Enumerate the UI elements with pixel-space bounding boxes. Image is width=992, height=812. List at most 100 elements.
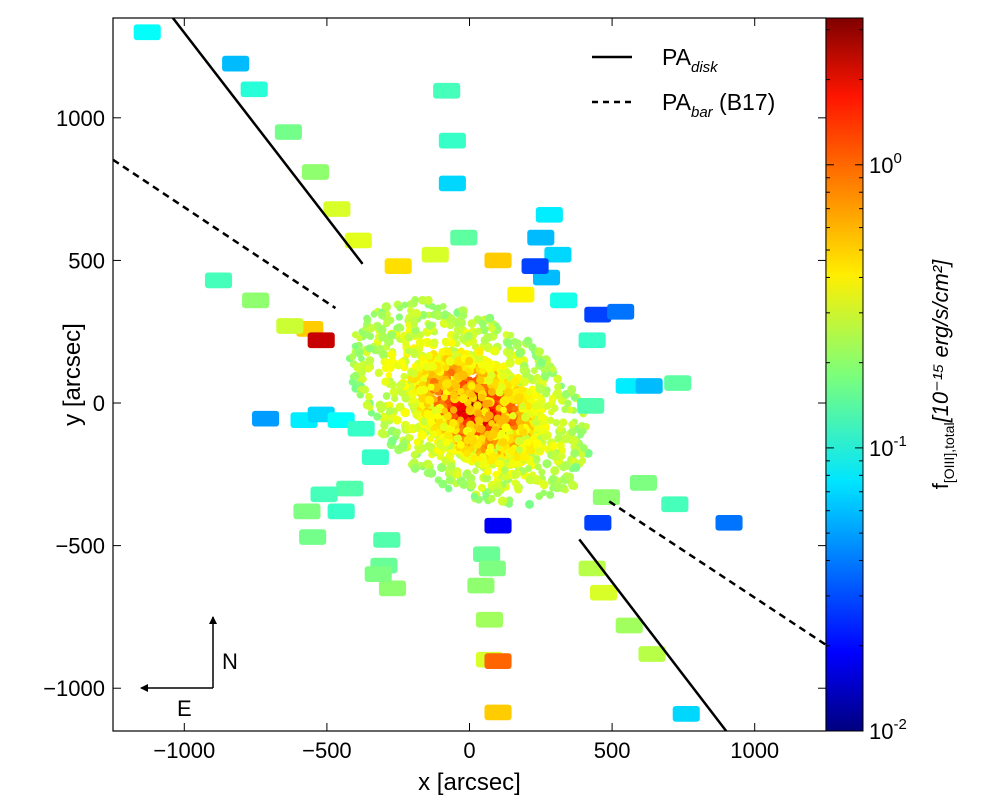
field-patch bbox=[578, 332, 606, 349]
x-tick-label: −1000 bbox=[153, 738, 215, 763]
emission-point bbox=[515, 348, 525, 358]
emission-point bbox=[348, 378, 356, 386]
emission-point bbox=[534, 347, 544, 357]
emission-point bbox=[429, 362, 438, 371]
emission-point bbox=[500, 406, 507, 414]
emission-point bbox=[496, 459, 504, 468]
emission-point bbox=[426, 417, 436, 426]
emission-point bbox=[484, 376, 494, 385]
emission-point bbox=[381, 377, 390, 386]
field-patch bbox=[274, 124, 302, 140]
emission-point bbox=[395, 313, 403, 321]
emission-point bbox=[419, 385, 429, 395]
emission-point bbox=[497, 382, 507, 392]
emission-point bbox=[427, 435, 434, 443]
emission-point bbox=[364, 364, 373, 373]
field-patch bbox=[664, 375, 692, 391]
emission-point bbox=[540, 371, 550, 381]
emission-point bbox=[449, 406, 458, 414]
emission-point bbox=[351, 372, 360, 381]
emission-point bbox=[439, 422, 449, 432]
field-patch bbox=[307, 332, 335, 349]
field-patch bbox=[584, 514, 612, 531]
emission-point bbox=[521, 412, 531, 422]
emission-point bbox=[453, 434, 463, 443]
legend: PAdisk PAbar (B17) bbox=[592, 44, 775, 121]
emission-point bbox=[568, 420, 576, 429]
emission-point bbox=[541, 433, 549, 441]
emission-point bbox=[397, 358, 407, 368]
emission-point bbox=[534, 463, 542, 471]
emission-point bbox=[553, 374, 563, 384]
emission-point bbox=[501, 466, 509, 475]
emission-point bbox=[385, 401, 394, 410]
emission-point bbox=[387, 330, 397, 340]
emission-point bbox=[441, 407, 449, 415]
emission-point bbox=[502, 472, 511, 481]
emission-point bbox=[415, 337, 425, 347]
emission-point bbox=[396, 381, 406, 390]
emission-point bbox=[507, 331, 515, 339]
field-patch bbox=[584, 306, 612, 323]
emission-point bbox=[389, 387, 399, 397]
emission-point bbox=[488, 420, 495, 427]
emission-point bbox=[467, 319, 477, 328]
emission-point bbox=[546, 416, 555, 425]
emission-point bbox=[396, 304, 404, 312]
emission-point bbox=[427, 383, 435, 391]
emission-point bbox=[519, 366, 529, 375]
y-tick-label: −500 bbox=[55, 534, 105, 559]
emission-point bbox=[442, 438, 451, 447]
emission-point bbox=[449, 379, 457, 387]
emission-point bbox=[511, 337, 518, 345]
emission-point bbox=[445, 451, 455, 461]
emission-point bbox=[503, 338, 513, 348]
field-patch bbox=[133, 24, 161, 41]
emission-point bbox=[546, 490, 555, 499]
emission-point bbox=[445, 476, 454, 484]
axis-ticks: −1000 −500 0 500 1000 −1000 −500 0 500 1000 bbox=[43, 18, 826, 763]
emission-point bbox=[444, 431, 453, 440]
emission-point bbox=[395, 402, 405, 412]
emission-point bbox=[441, 310, 449, 317]
field-patch bbox=[344, 232, 372, 249]
emission-point bbox=[519, 402, 526, 410]
emission-point bbox=[513, 482, 522, 491]
emission-point bbox=[411, 296, 419, 304]
emission-point bbox=[365, 344, 374, 353]
emission-point bbox=[488, 452, 498, 462]
emission-point bbox=[382, 392, 391, 400]
emission-point bbox=[452, 333, 460, 341]
emission-point bbox=[473, 401, 482, 410]
emission-point bbox=[472, 467, 479, 475]
emission-point bbox=[527, 374, 535, 382]
field-patch bbox=[364, 566, 392, 582]
field-patch bbox=[204, 272, 233, 289]
field-patch bbox=[672, 706, 700, 722]
y-tick-label: 1000 bbox=[56, 106, 105, 131]
emission-point bbox=[444, 348, 453, 356]
emission-point bbox=[515, 418, 524, 426]
emission-point bbox=[475, 416, 484, 425]
emission-point bbox=[379, 412, 389, 422]
emission-point bbox=[398, 441, 408, 451]
emission-point bbox=[532, 409, 539, 417]
emission-point bbox=[567, 384, 577, 394]
emission-point bbox=[570, 448, 580, 458]
emission-point bbox=[463, 455, 472, 464]
emission-point bbox=[458, 311, 468, 320]
emission-point bbox=[468, 391, 476, 398]
compass: N E bbox=[140, 616, 238, 721]
emission-point bbox=[477, 393, 486, 402]
emission-point bbox=[348, 353, 357, 361]
emission-point bbox=[538, 479, 546, 487]
emission-point bbox=[374, 368, 383, 378]
emission-point bbox=[520, 377, 530, 387]
pa-line-dashed bbox=[113, 158, 337, 310]
emission-point bbox=[393, 428, 401, 436]
emission-point bbox=[437, 462, 447, 473]
emission-point bbox=[464, 356, 474, 366]
pa-line-solid bbox=[171, 18, 364, 265]
emission-point bbox=[558, 452, 566, 460]
colorbar-tick-label: 100 bbox=[869, 150, 902, 178]
